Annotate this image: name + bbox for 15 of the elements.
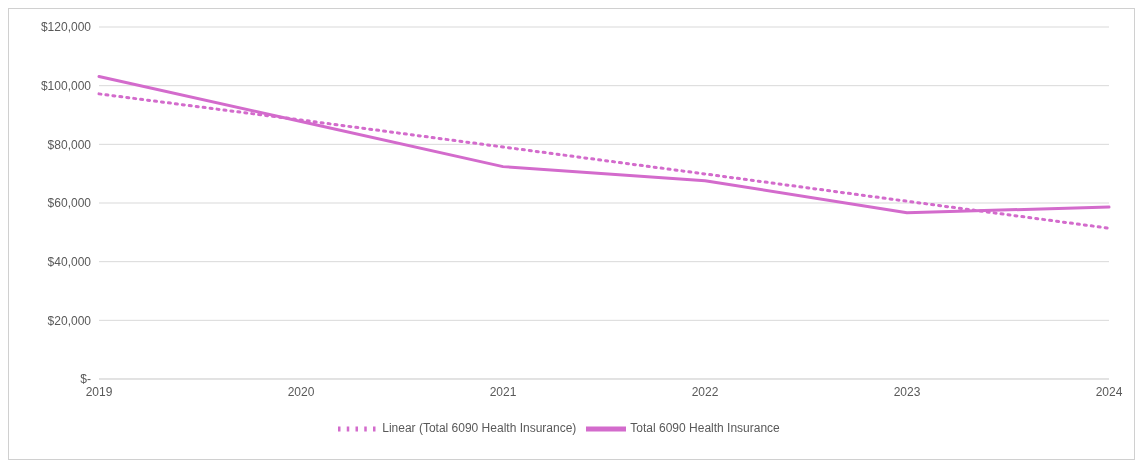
x-tick-label: 2023 xyxy=(893,384,921,399)
x-tick-label: 2019 xyxy=(85,384,113,399)
legend-label: Total 6090 Health Insurance xyxy=(630,421,780,436)
x-tick-label: 2024 xyxy=(1095,384,1123,399)
x-tick-label: 2021 xyxy=(489,384,517,399)
y-tick-label: $120,000 xyxy=(40,20,92,35)
y-tick-label: $40,000 xyxy=(47,254,92,269)
x-tick-label: 2020 xyxy=(287,384,315,399)
y-tick-label: $80,000 xyxy=(47,137,92,152)
y-tick-label: $60,000 xyxy=(47,196,92,211)
legend-label: Linear (Total 6090 Health Insurance) xyxy=(382,421,577,436)
y-tick-label: $20,000 xyxy=(47,313,92,328)
y-tick-label: $- xyxy=(80,372,91,387)
x-tick-label: 2022 xyxy=(691,384,719,399)
y-tick-label: $100,000 xyxy=(40,78,92,93)
